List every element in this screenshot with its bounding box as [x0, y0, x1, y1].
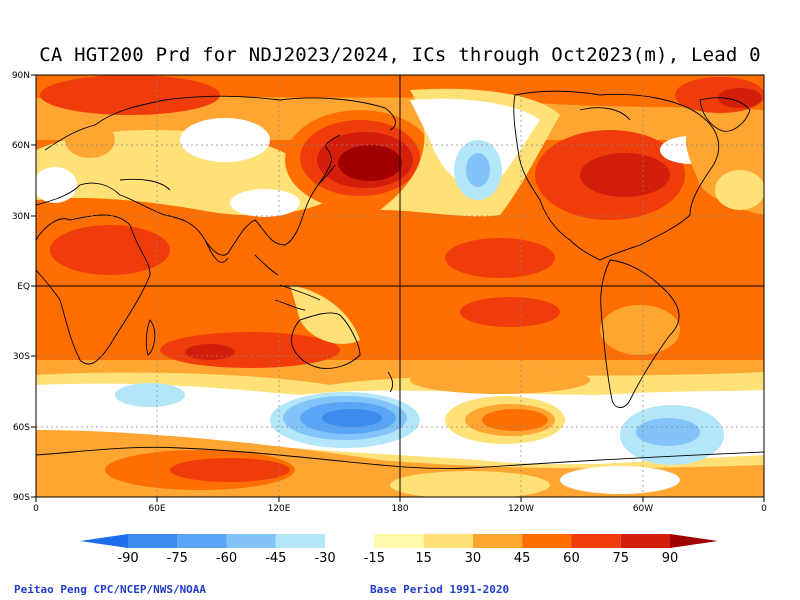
latitude-labels: 90N 60N 30N EQ 30S 60S 90S: [12, 71, 30, 503]
colorbar-tick-label: 60: [563, 551, 580, 566]
colorbar-tick-label: -90: [117, 551, 138, 566]
lon-label-0-east: 0: [761, 504, 767, 514]
anomaly-field: [36, 75, 764, 497]
lon-label-120w: 120W: [508, 504, 534, 514]
colorbar-tick-label: -60: [216, 551, 237, 566]
colorbar-swatch: [522, 534, 572, 548]
colorbar-tick-label: 75: [612, 551, 629, 566]
lon-label-180: 180: [391, 504, 408, 514]
colorbar-swatch: [275, 534, 326, 548]
axis-ticks: [31, 74, 765, 502]
colorbar-swatch: [423, 534, 473, 548]
longitude-labels: 0 60E 120E 180 120W 60W 0: [33, 504, 767, 514]
lon-label-60w: 60W: [633, 504, 653, 514]
colorbar-swatch: [177, 534, 227, 548]
colorbar-swatch: [620, 534, 670, 548]
lat-label-90s: 90S: [13, 493, 30, 503]
colorbar-tick-label: -15: [364, 551, 385, 566]
coastlines: [36, 90, 764, 469]
lat-label-60s: 60S: [13, 423, 30, 433]
colorbar-tick-label: 30: [465, 551, 482, 566]
colorbar-swatch: [472, 534, 523, 548]
colorbar-arrow-high: [670, 534, 718, 548]
colorbar-tick-label: 90: [662, 551, 679, 566]
colorbar-tick-label: -30: [314, 551, 335, 566]
lat-label-30s: 30S: [13, 352, 30, 362]
credit-text: Peitao Peng CPC/NCEP/NWS/NOAA: [14, 583, 207, 596]
lat-label-60n: 60N: [12, 141, 30, 151]
lat-label-30n: 30N: [12, 212, 30, 222]
lon-label-0-west: 0: [33, 504, 39, 514]
lon-label-120e: 120E: [268, 504, 291, 514]
colorbar-swatch: [128, 534, 178, 548]
lat-label-eq: EQ: [17, 282, 30, 292]
colorbar: -90 -75 -60 -45 -30 -15 15 30 45 60 75 90: [80, 534, 718, 566]
colorbar-arrow-low: [80, 534, 128, 548]
colorbar-swatch: [571, 534, 621, 548]
colorbar-tick-label: -45: [265, 551, 286, 566]
lon-label-60e: 60E: [148, 504, 165, 514]
colorbar-tick-label: -75: [167, 551, 188, 566]
colorbar-swatch: [374, 534, 424, 548]
map-title: CA HGT200 Prd for NDJ2023/2024, ICs thro…: [39, 44, 761, 66]
colorbar-tick-label: 15: [415, 551, 432, 566]
colorbar-swatch: [325, 534, 375, 548]
base-period-text: Base Period 1991-2020: [370, 583, 510, 596]
colorbar-swatch: [226, 534, 276, 548]
lat-label-90n: 90N: [12, 71, 30, 81]
colorbar-tick-label: 45: [514, 551, 531, 566]
